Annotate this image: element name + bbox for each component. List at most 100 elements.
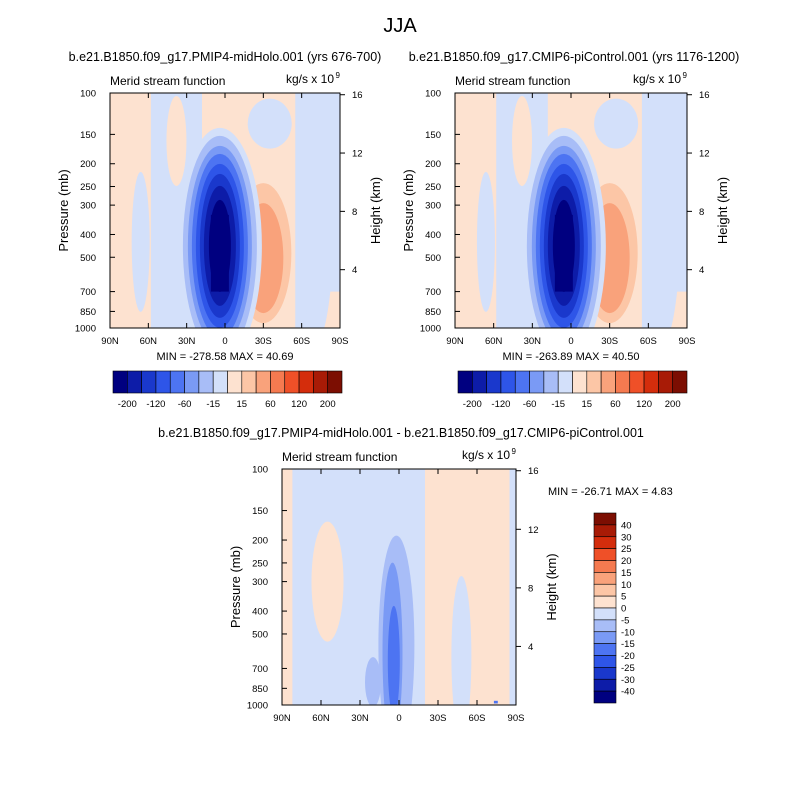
colorbar-box <box>457 370 473 394</box>
colorbar-box <box>593 536 617 549</box>
height-tick-label: 4 <box>352 265 357 276</box>
y-tick-label: 200 <box>252 536 268 547</box>
y-tick-label: 850 <box>425 307 441 318</box>
y-tick-label: 1000 <box>75 324 96 335</box>
height-tick-label: 8 <box>528 583 533 594</box>
y-tick-label: 200 <box>425 159 441 170</box>
colorbar-label: 200 <box>320 399 336 410</box>
colorbar-label: 15 <box>582 399 593 410</box>
diff-title: b.e21.B1850.f09_g17.PMIP4-midHolo.001 - … <box>158 426 644 440</box>
x-tick-label: 90S <box>332 336 349 347</box>
x-tick-label: 90N <box>101 336 119 347</box>
colorbar-box <box>227 370 243 394</box>
y-tick-label: 150 <box>425 130 441 141</box>
colorbar-box <box>593 512 617 526</box>
y-tick-label: 400 <box>425 230 441 241</box>
y-tick-label: 300 <box>80 201 96 212</box>
x-tick-label: 60N <box>140 336 158 347</box>
units-exponent: 9 <box>512 447 517 456</box>
x-tick-label: 30S <box>255 336 272 347</box>
y-tick-label: 150 <box>252 506 268 517</box>
colorbar-box <box>543 370 559 394</box>
height-tick-label: 16 <box>352 90 363 101</box>
colorbar-box <box>313 370 328 394</box>
min-max-label: MIN = -278.58 MAX = 40.69 <box>157 351 294 363</box>
negative-gap-upper <box>247 98 292 149</box>
y-tick-label: 100 <box>252 465 268 476</box>
colorbar-label: -10 <box>621 627 635 638</box>
height-tick-label: 12 <box>528 525 539 536</box>
y-tick-label: 700 <box>425 287 441 298</box>
colorbar-box <box>593 524 617 538</box>
colorbar-box <box>593 619 617 633</box>
colorbar-label: -30 <box>621 675 635 686</box>
colorbar-label: 10 <box>621 580 632 591</box>
y-tick-label: 300 <box>252 577 268 588</box>
positive-band-north <box>282 469 293 705</box>
negative-lobe-south <box>451 576 472 705</box>
height-tick-label: 8 <box>699 207 704 218</box>
x-tick-label: 30S <box>430 713 447 724</box>
colorbar-label: 120 <box>636 399 652 410</box>
y-tick-label: 400 <box>80 230 96 241</box>
colorbar-box <box>572 370 588 394</box>
colorbar-box <box>557 370 573 394</box>
colorbar-box <box>593 548 617 561</box>
anomaly-level-1-west <box>365 657 381 705</box>
y-tick-label: 1000 <box>420 324 441 335</box>
colorbar-box <box>593 595 617 609</box>
colorbar-label: -200 <box>463 399 482 410</box>
colorbar-box <box>593 583 617 597</box>
negative-gap-upper <box>594 98 639 149</box>
y2-axis-title: Height (km) <box>544 553 559 620</box>
colorbar-box <box>586 370 602 394</box>
y-tick-label: 250 <box>252 558 268 569</box>
panel-picontrol: 90N 60N 30N 0 30S 60S 90S 100 150 200 250 300 400 500… <box>401 71 730 410</box>
hadley-cell-core <box>210 214 229 292</box>
colorbar-box <box>593 678 617 692</box>
y-tick-label: 150 <box>80 130 96 141</box>
height-tick-label: 12 <box>699 149 710 160</box>
subtitle-right: kg/s x 10 <box>633 72 681 86</box>
colorbar-box <box>593 655 617 668</box>
y2-axis-title: Height (km) <box>715 177 730 244</box>
x-tick-label: 90N <box>446 336 464 347</box>
y-axis-title: Pressure (mb) <box>228 546 243 628</box>
panel-1-title: b.e21.B1850.f09_g17.PMIP4-midHolo.001 (y… <box>69 50 382 64</box>
x-tick-label: 90N <box>273 713 291 724</box>
negative-lobe-north <box>131 171 150 312</box>
x-tick-label: 30N <box>351 713 369 724</box>
colorbar-label: 120 <box>291 399 307 410</box>
colorbar-label: -60 <box>523 399 537 410</box>
colorbar: -200 -120 -60 -15 15 60 120 200 <box>457 370 688 410</box>
colorbar-label: 200 <box>665 399 681 410</box>
y-tick-label: 250 <box>80 182 96 193</box>
y-tick-label: 1000 <box>247 701 268 712</box>
colorbar-box <box>270 370 286 394</box>
min-max-label: MIN = -263.89 MAX = 40.50 <box>503 351 640 363</box>
height-tick-label: 8 <box>352 207 357 218</box>
colorbar-box <box>615 370 631 394</box>
units-exponent: 9 <box>683 71 688 80</box>
height-tick-label: 4 <box>699 265 704 276</box>
colorbar-box <box>472 370 487 394</box>
colorbar-box <box>155 370 171 394</box>
colorbar-box <box>593 667 617 680</box>
x-tick-label: 30N <box>178 336 196 347</box>
panel-difference: 90N 60N 30N 0 30S 60S 90S100150200250300400500… <box>228 447 673 724</box>
colorbar-label: -40 <box>621 687 635 698</box>
x-tick-label: 90S <box>679 336 696 347</box>
height-tick-label: 12 <box>352 149 363 160</box>
subtitle-right: kg/s x 10 <box>462 448 510 462</box>
x-tick-label: 0 <box>222 336 227 347</box>
colorbar-box <box>212 370 228 394</box>
colorbar-box <box>593 607 617 621</box>
y2-axis-title: Height (km) <box>368 177 383 244</box>
colorbar-label: -200 <box>118 399 137 410</box>
colorbar-label: -120 <box>146 399 165 410</box>
subtitle-left: Merid stream function <box>110 74 225 88</box>
height-tick-label: 16 <box>528 466 539 477</box>
colorbar-label: 0 <box>621 604 626 615</box>
